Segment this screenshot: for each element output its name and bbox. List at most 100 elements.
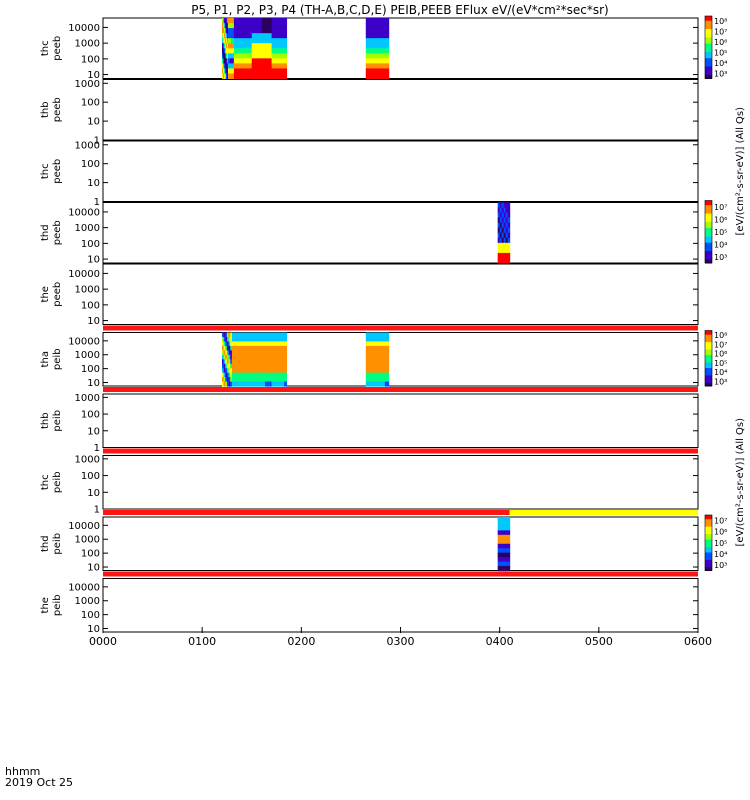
spectrogram-cell (264, 359, 273, 365)
spectrogram-cell (499, 548, 503, 554)
spectrogram-cell (236, 68, 241, 75)
spectrogram-cell (503, 212, 507, 219)
spectrogram-cell (264, 363, 273, 369)
spectrogram-cell (258, 359, 266, 365)
panel-thd_peeb: 10 100 1000 10000 thd peeb (40, 202, 699, 266)
spectrogram-cell (365, 368, 371, 374)
spectrogram-cell (261, 28, 266, 34)
spectrogram-cell (226, 332, 230, 338)
colorbar-frame (704, 200, 713, 264)
spectrogram-cell (251, 43, 256, 49)
spectrogram-cell (251, 38, 256, 44)
colorbar-frame (704, 514, 713, 571)
spectrogram-cell (224, 18, 227, 24)
spectrogram-cell (384, 354, 390, 360)
spectrogram-cell (239, 73, 244, 80)
spectrogram-cell (281, 341, 285, 347)
spectrogram-cell (226, 377, 230, 383)
colorbar-tick-label: 10⁶ (714, 528, 727, 537)
spectrogram-cell (274, 332, 278, 338)
spectrogram-cell (245, 63, 250, 70)
spectrogram-cell (261, 73, 266, 80)
spectrogram-cell (283, 372, 288, 378)
spectrogram-cell (505, 517, 509, 523)
spectrogram-cell (365, 354, 371, 360)
spectrogram-cell (261, 23, 266, 29)
spectrogram-cell (503, 202, 507, 209)
spectrogram-cell (258, 372, 266, 378)
spectrogram-cell (264, 28, 269, 34)
spectrogram-cell (281, 350, 285, 356)
spectrogram-cell (377, 58, 382, 64)
colorbar-cell (705, 53, 712, 57)
spectrogram-cell (281, 23, 285, 29)
colorbar-cell (705, 223, 712, 226)
spectrogram-cell (283, 368, 288, 374)
spectrogram-cell (279, 33, 283, 39)
spectrogram-cell (503, 548, 507, 554)
spectrogram-cell (281, 68, 285, 75)
spectrogram-cell (251, 363, 259, 369)
y-tick-label: 1000 (75, 596, 100, 607)
spectrogram-cell (264, 68, 269, 75)
spectrogram-cell (226, 53, 229, 59)
spectrogram-cell (369, 336, 374, 343)
spectrogram-cell (227, 18, 230, 24)
spectrogram-cell (281, 48, 285, 54)
spectrogram-cell (248, 28, 253, 34)
spectrogram-cell (271, 28, 275, 34)
spectrogram-cell (251, 33, 256, 39)
spectrogram-cell (230, 58, 233, 64)
colorbar-cell (705, 225, 712, 229)
y-tick-label: 100 (81, 364, 100, 375)
spectrogram-cell (222, 341, 225, 347)
spectrogram-cell (222, 53, 224, 59)
colorbar-cell (705, 378, 712, 381)
colorbar-cell (705, 520, 712, 523)
colorbar-cell (705, 16, 712, 19)
spectrogram-cell (225, 381, 228, 387)
spectrogram-cell (497, 237, 501, 244)
spectrogram-cell (229, 53, 232, 59)
x-tick-label: 0400 (486, 635, 514, 648)
spectrogram-cell (501, 212, 505, 219)
spectrogram-cell (231, 363, 240, 369)
colorbar-cell (705, 373, 712, 376)
spectrogram-cell (227, 73, 230, 80)
spectrogram-cell (373, 43, 378, 49)
spectrogram-cell (501, 530, 505, 536)
spectrogram-cell (228, 48, 231, 54)
spectrogram-cell (497, 543, 501, 549)
spectrogram-cell (223, 33, 226, 39)
spectrogram-cell (384, 18, 390, 24)
panel-thd_peib: 10 100 1000 10000 thd peib (40, 516, 699, 574)
spectrogram-cell (231, 63, 234, 70)
spectrogram-cell (231, 48, 234, 54)
colorbar-frame (704, 15, 713, 79)
spectrogram-cell (505, 207, 509, 214)
spectrogram-cell (231, 345, 240, 351)
spectrogram-cell (268, 63, 273, 70)
spectrogram-cell (271, 332, 275, 338)
spectrogram-cell (222, 336, 225, 343)
spectrogram-cell (245, 28, 250, 34)
spectrogram-cell (231, 68, 234, 75)
spectrogram-cell (365, 68, 371, 75)
colorbar-cell (705, 250, 712, 254)
colorbar-cell (705, 240, 712, 243)
panel-probe-label: tha (40, 351, 51, 367)
colorbar-cell (705, 36, 712, 40)
spectrogram-cell (228, 58, 231, 64)
x-tick-label: 0000 (89, 635, 117, 648)
spectrogram-cell (225, 359, 228, 365)
spectrogram-cell (248, 38, 253, 44)
colorbar-cell (705, 539, 712, 542)
spectrogram-cell (268, 38, 273, 44)
spectrogram-cell (236, 53, 241, 59)
spectrogram-cell (226, 363, 230, 369)
spectrogram-cell (231, 18, 234, 24)
spectrogram-cell (373, 341, 378, 347)
spectrogram-cell (274, 53, 278, 59)
spectrogram-cell (271, 350, 275, 356)
